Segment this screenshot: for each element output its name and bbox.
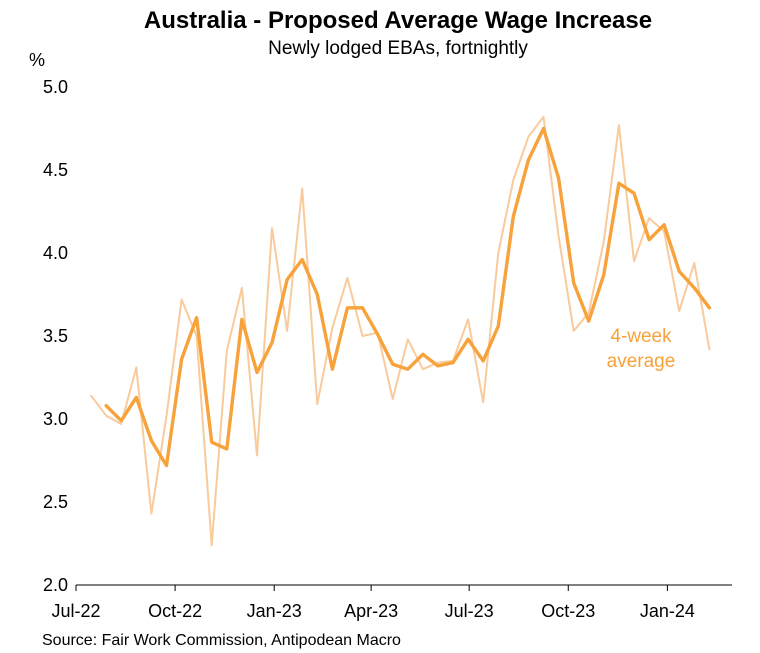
y-tick-label: 4.0 bbox=[43, 243, 68, 263]
plot-area bbox=[90, 115, 712, 547]
x-tick-label: Jan-24 bbox=[640, 601, 695, 621]
y-tick-label: 3.5 bbox=[43, 326, 68, 346]
y-tick-label: 3.0 bbox=[43, 409, 68, 429]
x-tick-label: Oct-23 bbox=[541, 601, 595, 621]
y-axis: 2.0 2.5 3.0 3.5 4.0 4.5 5.0 bbox=[43, 77, 68, 595]
x-tick-label: Apr-23 bbox=[344, 601, 398, 621]
source-note: Source: Fair Work Commission, Antipodean… bbox=[42, 632, 401, 649]
x-tick-label: Oct-22 bbox=[148, 601, 202, 621]
chart-subtitle: Newly lodged EBAs, fortnightly bbox=[268, 38, 528, 59]
x-tick-label: Jul-22 bbox=[51, 601, 100, 621]
fortnightly-series-line bbox=[90, 115, 711, 547]
y-tick-label: 2.0 bbox=[43, 575, 68, 595]
x-tick-label: Jan-23 bbox=[247, 601, 302, 621]
x-tick-label: Jul-23 bbox=[445, 601, 494, 621]
y-tick-label: 4.5 bbox=[43, 160, 68, 180]
series-annotation-line1: 4-week bbox=[610, 326, 672, 347]
average-series-line bbox=[104, 126, 712, 468]
x-axis: Jul-22 Oct-22 Jan-23 Apr-23 Jul-23 Oct-23 Jan-… bbox=[51, 584, 732, 621]
series-annotation-line2: average bbox=[607, 351, 676, 372]
y-tick-label: 2.5 bbox=[43, 492, 68, 512]
y-axis-unit-label: % bbox=[29, 50, 45, 70]
y-tick-label: 5.0 bbox=[43, 77, 68, 97]
chart-title: Australia - Proposed Average Wage Increa… bbox=[144, 7, 652, 34]
